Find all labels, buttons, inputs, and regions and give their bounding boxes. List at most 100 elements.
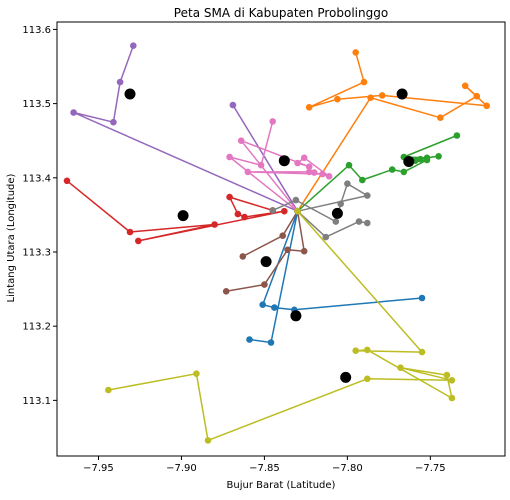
- data-point: [418, 348, 426, 356]
- data-point: [237, 137, 245, 144]
- data-point: [204, 437, 212, 444]
- data-point: [234, 210, 242, 218]
- data-point: [244, 168, 252, 176]
- data-point: [397, 364, 404, 372]
- data-point: [305, 168, 313, 176]
- data-point: [305, 163, 313, 170]
- data-point: [435, 153, 442, 160]
- y-tick-label: 113.6: [22, 25, 51, 36]
- data-point: [378, 92, 386, 99]
- data-point: [437, 114, 444, 121]
- series-line-9: [108, 210, 453, 442]
- data-point: [473, 92, 481, 100]
- data-point: [443, 371, 451, 379]
- data-point: [367, 94, 374, 101]
- data-point: [211, 221, 218, 228]
- data-point: [110, 118, 117, 126]
- plot-area: [63, 42, 491, 444]
- data-point: [259, 301, 267, 309]
- data-point: [300, 154, 308, 162]
- y-tick-label: 113.2: [22, 322, 51, 333]
- x-tick-label: −7.95: [83, 463, 114, 474]
- x-tick-label: −7.80: [332, 463, 363, 474]
- data-point: [334, 95, 341, 103]
- data-point: [63, 177, 71, 185]
- data-point: [322, 233, 330, 241]
- data-point: [483, 102, 491, 110]
- data-point: [229, 101, 237, 109]
- data-point: [360, 78, 368, 86]
- axes: −7.95 −7.90 −7.85 −7.80 −7.75 113.1 113.2 113.3…: [22, 25, 445, 474]
- data-point: [337, 200, 345, 208]
- data-point: [257, 161, 265, 169]
- data-point: [281, 207, 288, 215]
- data-point: [239, 253, 247, 260]
- data-point: [352, 347, 360, 355]
- y-tick-label: 113.5: [22, 99, 51, 110]
- series-line-7: [228, 121, 330, 212]
- data-point: [226, 153, 233, 161]
- data-point: [294, 159, 301, 167]
- data-point: [332, 218, 340, 225]
- y-tick-label: 113.1: [22, 396, 51, 407]
- data-point: [418, 294, 426, 302]
- data-point: [126, 228, 134, 236]
- centroid-marker: [260, 256, 272, 268]
- data-point: [284, 246, 291, 254]
- data-point: [461, 82, 469, 90]
- data-point: [355, 218, 363, 225]
- data-point: [241, 213, 248, 221]
- centroid-marker: [403, 156, 415, 167]
- data-point: [364, 346, 371, 354]
- y-tick-label: 113.4: [22, 173, 51, 184]
- data-point: [271, 304, 278, 311]
- data-point: [105, 386, 112, 394]
- data-point: [417, 155, 424, 163]
- data-point: [352, 49, 360, 56]
- series-line-2: [296, 52, 488, 212]
- data-point: [292, 196, 300, 204]
- data-point: [364, 375, 371, 383]
- x-tick-label: −7.85: [249, 463, 280, 474]
- data-point: [269, 118, 277, 125]
- data-point: [135, 237, 142, 245]
- data-point: [261, 281, 268, 288]
- data-point: [226, 193, 233, 201]
- y-tick-label: 113.3: [22, 247, 51, 258]
- plot-frame: [56, 21, 506, 457]
- data-point: [364, 192, 371, 199]
- data-point: [269, 207, 277, 214]
- data-point: [325, 173, 333, 180]
- data-point: [246, 336, 253, 343]
- data-point: [70, 109, 77, 116]
- data-point: [222, 288, 230, 295]
- centroid-marker: [290, 310, 302, 322]
- centroid-marker: [177, 210, 189, 222]
- centroid-marker: [340, 371, 352, 383]
- y-axis-label: Lintang Utara (Longitude): [6, 173, 17, 302]
- series-line-5: [72, 45, 299, 212]
- chart-title: Peta SMA di Kabupaten Probolinggo: [174, 6, 388, 20]
- data-point: [448, 394, 456, 402]
- data-point: [344, 180, 351, 187]
- data-point: [267, 339, 275, 346]
- data-point: [130, 42, 137, 49]
- centroid-marker: [396, 88, 408, 100]
- data-point: [116, 78, 124, 86]
- data-point: [388, 166, 396, 173]
- data-point: [448, 377, 456, 384]
- data-point: [294, 207, 301, 215]
- data-point: [300, 247, 308, 255]
- x-tick-label: −7.75: [415, 463, 446, 474]
- series-line-8: [272, 182, 369, 238]
- data-point: [364, 219, 371, 227]
- x-axis-label: Bujur Barat (Latitude): [227, 480, 336, 491]
- data-point: [193, 370, 200, 378]
- data-point: [319, 170, 326, 178]
- data-point: [310, 169, 318, 176]
- x-tick-label: −7.90: [166, 463, 197, 474]
- centroid-marker: [124, 88, 136, 100]
- centroid-marker: [331, 207, 343, 219]
